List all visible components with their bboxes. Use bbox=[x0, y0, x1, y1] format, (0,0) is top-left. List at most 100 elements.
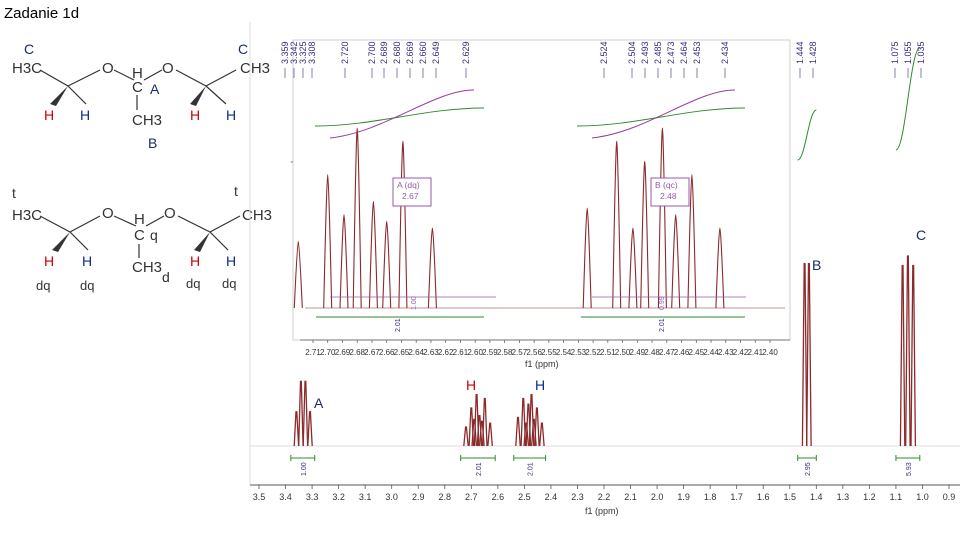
integral-label-4: 5.93 bbox=[906, 462, 913, 476]
mol2-wedge-right bbox=[194, 232, 210, 252]
x-tick-label-12: 2.3 bbox=[571, 492, 584, 502]
inset-label-b: B (qc) bbox=[655, 180, 678, 190]
inset-tick-label-15: 2.56 bbox=[526, 348, 542, 357]
x-tick-label-1: 3.4 bbox=[279, 492, 292, 502]
inset-tick-label-0: 2.71 bbox=[305, 348, 321, 357]
mol1-h-center: H bbox=[132, 65, 143, 82]
peak-2 bbox=[302, 380, 309, 447]
mol1-h-red-left: H bbox=[44, 107, 54, 123]
mol2-t-left: t bbox=[12, 185, 16, 201]
inset-tick-label-5: 2.66 bbox=[379, 348, 395, 357]
mol2-h-red-right: H bbox=[190, 253, 200, 269]
peak-10 bbox=[481, 397, 488, 447]
integral-label-2: 2.01 bbox=[528, 462, 535, 476]
peak-label-5: 2.700 bbox=[367, 41, 377, 64]
inset-integral-curve-purple-1 bbox=[591, 89, 736, 139]
integral-label-1: 2.01 bbox=[476, 462, 483, 476]
peak-label-16: 2.473 bbox=[666, 41, 676, 64]
inset-tick-label-13: 2.58 bbox=[497, 348, 513, 357]
mol1-h-red-right: H bbox=[190, 107, 200, 123]
inset-frame bbox=[292, 39, 791, 341]
peak-label-6: 2.689 bbox=[379, 41, 389, 64]
inset-tick-label-30: 2.41 bbox=[747, 348, 763, 357]
peak-19 bbox=[539, 422, 545, 447]
peak-label-9: 2.660 bbox=[418, 41, 428, 64]
peak-label-0: 3.359 bbox=[280, 41, 290, 64]
x-tick-label-17: 1.8 bbox=[704, 492, 717, 502]
inset-peak-2 bbox=[339, 214, 349, 309]
x-tick-label-16: 1.9 bbox=[677, 492, 690, 502]
peak-13 bbox=[520, 397, 527, 447]
mol1-o-left: O bbox=[102, 60, 114, 77]
inset-tick-label-21: 2.50 bbox=[615, 348, 631, 357]
inset-tick-label-18: 2.53 bbox=[571, 348, 587, 357]
inset-tick-label-17: 2.54 bbox=[556, 348, 572, 357]
inset-label-a-box bbox=[392, 177, 432, 207]
peak-label-18: 2.453 bbox=[692, 41, 702, 64]
inset-tick-label-4: 2.67 bbox=[364, 348, 380, 357]
annotation-a: A bbox=[314, 395, 324, 411]
peak-label-20: 1.444 bbox=[795, 41, 805, 64]
inset-peaks bbox=[293, 127, 785, 309]
molecule-2: t t H3C O H C q O CH3 CH3 d H H H H dq d… bbox=[12, 183, 272, 293]
inset-peak-0 bbox=[293, 240, 303, 309]
mol2-t-right: t bbox=[234, 183, 238, 199]
inset-peak-5 bbox=[382, 220, 392, 309]
annotation-c: C bbox=[916, 227, 926, 243]
peak-1 bbox=[298, 380, 304, 447]
inset-tick-label-29: 2.42 bbox=[733, 348, 749, 357]
inset-peak-12 bbox=[657, 127, 667, 309]
inset-tick-label-19: 2.52 bbox=[585, 348, 601, 357]
inset-tick-label-3: 2.68 bbox=[349, 348, 365, 357]
x-tick-label-7: 2.8 bbox=[439, 492, 452, 502]
integral-curve-3 bbox=[797, 109, 817, 161]
peak-labels: 3.359 3.342 3.325 3.308 2.720 2.700 2.689 2.680… bbox=[280, 41, 926, 78]
x-tick-label-11: 2.4 bbox=[545, 492, 558, 502]
inset-tick-label-2: 2.69 bbox=[335, 348, 351, 357]
inset-peak-3 bbox=[352, 127, 362, 309]
peak-label-3: 3.308 bbox=[307, 41, 317, 64]
x-tick-label-3: 3.2 bbox=[332, 492, 345, 502]
x-tick-label-21: 1.4 bbox=[810, 492, 823, 502]
peak-7 bbox=[473, 394, 480, 447]
inset-tick-label-25: 2.46 bbox=[674, 348, 690, 357]
inset-peak-10 bbox=[628, 227, 638, 309]
molecule-1: C C H3C O H C O CH3 A CH3 B H H H H bbox=[12, 41, 270, 151]
mol2-wedge-left bbox=[52, 232, 70, 252]
inset-peak-4 bbox=[368, 200, 378, 309]
peak-label-4: 2.720 bbox=[340, 41, 350, 64]
mol2-ch3-left: H3C bbox=[12, 207, 42, 224]
inset-tick-label-10: 2.61 bbox=[453, 348, 469, 357]
x-tick-label-25: 1.0 bbox=[916, 492, 929, 502]
mol2-bonds bbox=[39, 215, 241, 258]
peak-4 bbox=[463, 426, 469, 447]
inset-tick-label-7: 2.64 bbox=[408, 348, 424, 357]
peak-label-12: 2.524 bbox=[599, 41, 609, 64]
inset-peak-7 bbox=[427, 227, 437, 309]
inset-tick-label-11: 2.60 bbox=[467, 348, 483, 357]
x-axis-label: f1 (ppm) bbox=[585, 506, 619, 516]
inset-tick-label-27: 2.44 bbox=[703, 348, 719, 357]
inset-peak-9 bbox=[612, 140, 622, 309]
inset-tick-label-8: 2.63 bbox=[423, 348, 439, 357]
inset-integral-3: 2.01 bbox=[659, 318, 666, 332]
peak-11 bbox=[487, 422, 493, 447]
peak-24 bbox=[910, 264, 917, 447]
mol2-dq-3: dq bbox=[186, 276, 200, 291]
inset-integral-curve-1 bbox=[576, 107, 746, 127]
x-tick-label-15: 2.0 bbox=[651, 492, 664, 502]
x-tick-label-18: 1.7 bbox=[730, 492, 743, 502]
x-tick-label-13: 2.2 bbox=[598, 492, 611, 502]
mol2-dq-4: dq bbox=[222, 276, 236, 291]
inset-integral-1: 2.01 bbox=[395, 318, 402, 332]
peak-5 bbox=[468, 407, 475, 447]
mol2-c-center: C bbox=[134, 227, 145, 244]
peak-label-15: 2.485 bbox=[653, 41, 663, 64]
x-tick-label-22: 1.3 bbox=[837, 492, 850, 502]
peak-label-23: 1.055 bbox=[903, 41, 913, 64]
inset-integral-curves bbox=[314, 89, 746, 139]
inset-tick-label-22: 2.49 bbox=[630, 348, 646, 357]
inset-x-axis-label: f1 (ppm) bbox=[525, 359, 559, 369]
mol2-q: q bbox=[150, 227, 158, 243]
